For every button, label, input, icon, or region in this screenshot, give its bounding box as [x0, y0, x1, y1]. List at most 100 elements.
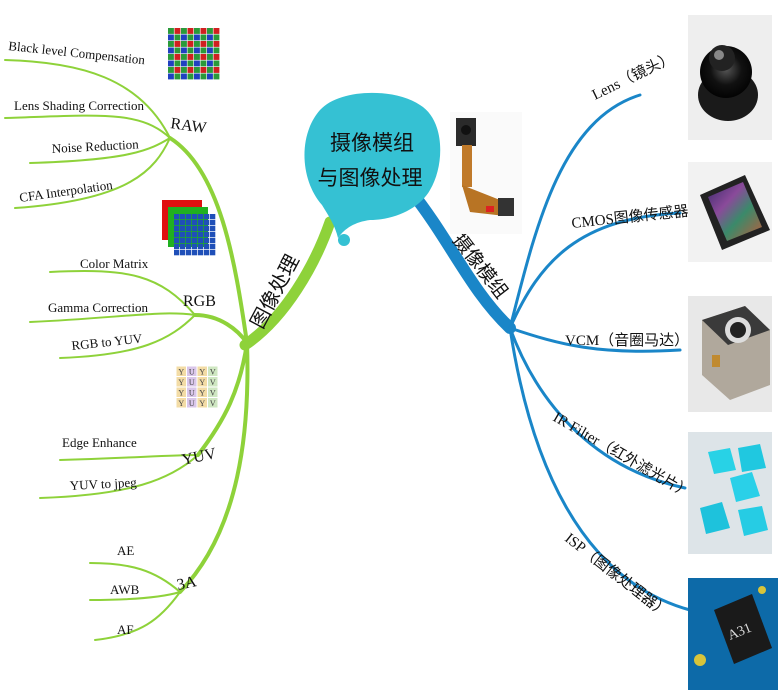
bayer-cell: [200, 54, 207, 60]
vcm-photo: [688, 296, 772, 412]
bayer-cell: [200, 67, 207, 73]
leaf-lens-shading: Lens Shading Correction: [14, 98, 144, 113]
blue-plane-cell: [180, 244, 186, 250]
blue-plane-cell: [210, 226, 216, 232]
group-raw-label: RAW: [169, 115, 208, 137]
cmos-sensor-photo: [688, 162, 772, 262]
bayer-cell: [213, 34, 220, 41]
right-item-ir-filter: IR Filter（红外滤光片）: [550, 409, 694, 502]
right-item-vcm: VCM（音圈马达）: [565, 332, 689, 349]
blue-plane-cell: [204, 232, 210, 238]
camera-module-photo: [450, 112, 522, 234]
bayer-cell: [213, 47, 220, 54]
blue-plane-cell: [204, 244, 210, 250]
bayer-cell: [174, 47, 181, 54]
lens-photo: [688, 15, 772, 140]
bayer-cell: [187, 54, 194, 60]
blue-plane-cell: [210, 220, 216, 226]
yuv-cell-label: Y: [178, 367, 184, 376]
bayer-cell: [207, 54, 213, 60]
blue-plane-cell: [198, 220, 204, 226]
blue-plane-cell: [174, 232, 180, 238]
blue-plane-cell: [174, 238, 180, 244]
bayer-cell: [174, 41, 181, 47]
bayer-cell: [207, 28, 213, 34]
bayer-cell: [181, 47, 187, 54]
blue-plane-cell: [180, 226, 186, 232]
center-title-line1: 摄像模组: [330, 131, 414, 155]
bayer-cell: [187, 60, 194, 67]
bayer-cell: [181, 54, 187, 60]
bayer-cell: [207, 67, 213, 73]
yuv-cell-label: Y: [199, 367, 205, 376]
blue-plane-cell: [186, 214, 192, 220]
blue-plane-cell: [204, 226, 210, 232]
blue-plane-cell: [192, 238, 198, 244]
leaf-noise-reduction: Noise Reduction: [51, 136, 139, 156]
right-item-lens: Lens（镜头）: [589, 48, 677, 103]
blue-plane-cell: [198, 214, 204, 220]
bayer-cell: [168, 54, 174, 60]
bayer-cell: [213, 28, 220, 34]
right-item-isp: ISP（图像处理器）: [562, 530, 672, 621]
yuv-cell-label: Y: [199, 399, 205, 408]
blue-plane-cell: [198, 244, 204, 250]
bayer-cell: [181, 60, 187, 67]
center-node: 摄像模组 与图像处理: [304, 92, 441, 246]
blue-plane-cell: [192, 226, 198, 232]
yuv-cell-label: U: [189, 378, 195, 387]
bayer-cell: [174, 54, 181, 60]
yuv-leaves: Edge Enhance YUV to jpeg: [62, 435, 137, 493]
bayer-cell: [194, 47, 200, 54]
left-branch-lines: [4, 59, 336, 641]
bayer-cell: [200, 41, 207, 47]
group-rgb-label: RGB: [183, 293, 216, 310]
bayer-cell: [174, 28, 181, 34]
blue-plane-cell: [192, 250, 198, 256]
bayer-cell: [207, 73, 213, 80]
blue-plane-cell: [186, 238, 192, 244]
blue-plane-cell: [198, 250, 204, 256]
bayer-cell: [187, 73, 194, 80]
bayer-cell: [200, 28, 207, 34]
bayer-cell: [213, 54, 220, 60]
yuv-cell-label: V: [210, 399, 216, 408]
blue-plane-cell: [204, 250, 210, 256]
bayer-cell: [213, 67, 220, 73]
yuv-cell-label: Y: [199, 388, 205, 397]
bayer-cell: [168, 60, 174, 67]
yuv-cell-label: Y: [178, 388, 184, 397]
yuv-cell-label: Y: [178, 378, 184, 387]
bayer-cell: [168, 47, 174, 54]
blue-plane-cell: [198, 232, 204, 238]
blue-plane-cell: [174, 214, 180, 220]
leaf-af: AF: [117, 622, 134, 637]
leaf-ae: AE: [117, 543, 134, 558]
bayer-cell: [168, 73, 174, 80]
ir-filter-photo: [688, 432, 772, 554]
bayer-cell: [181, 73, 187, 80]
leaf-yuv-to-jpeg: YUV to jpeg: [69, 474, 137, 493]
blue-plane-cell: [180, 238, 186, 244]
bayer-cell: [200, 47, 207, 54]
yuv-cell-label: V: [210, 388, 216, 397]
blue-plane-cell: [204, 214, 210, 220]
yuv-cell-label: V: [210, 367, 216, 376]
blue-plane-cell: [186, 232, 192, 238]
blue-plane-cell: [210, 238, 216, 244]
blue-plane-cell: [186, 244, 192, 250]
bayer-cell: [200, 34, 207, 41]
blue-plane-cell: [174, 244, 180, 250]
bayer-cell: [194, 73, 200, 80]
bayer-cell: [174, 60, 181, 67]
raw-bayer-icon: [168, 28, 220, 80]
bayer-cell: [174, 73, 181, 80]
bayer-cell: [181, 34, 187, 41]
bayer-cell: [213, 41, 220, 47]
rgb-leaves: Color Matrix Gamma Correction RGB to YUV: [48, 256, 149, 353]
bayer-cell: [168, 34, 174, 41]
bayer-cell: [174, 34, 181, 41]
yuv-cell-label: U: [189, 399, 195, 408]
blue-plane-cell: [180, 232, 186, 238]
right-branch-lines: [404, 93, 692, 612]
